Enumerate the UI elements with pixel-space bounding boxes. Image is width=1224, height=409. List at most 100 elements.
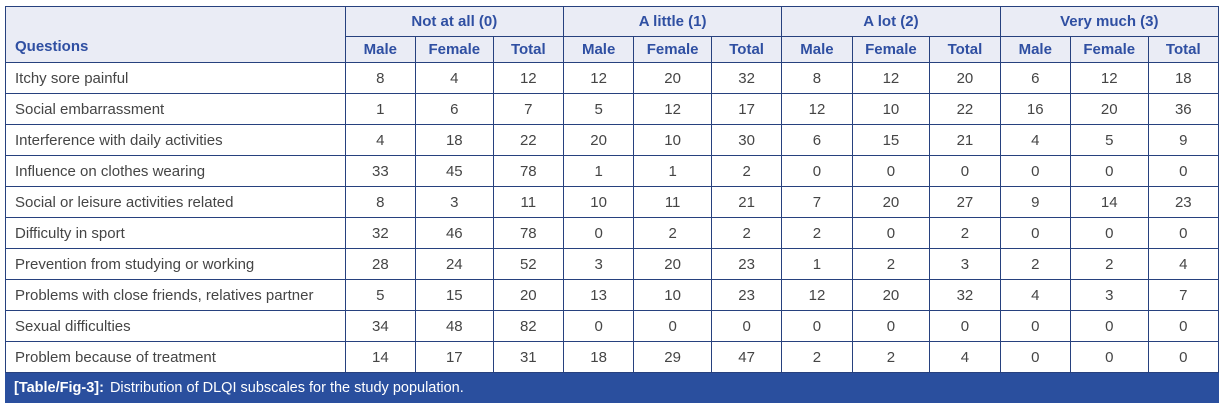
table-row: Social embarrassment 1 6 7 5 12 17 12 10 22 16 20 36: [5, 93, 1220, 125]
table-caption: [Table/Fig-3]: Distribution of DLQI subs…: [5, 373, 1219, 403]
sub-header-row: Male Female Total Male Female Total Male Female…: [6, 36, 1220, 63]
value-cell: 23: [1147, 186, 1220, 218]
value-cell: 52: [492, 248, 564, 280]
value-cell: 4: [415, 62, 494, 94]
value-cell: 0: [851, 310, 931, 342]
value-cell: 36: [1147, 93, 1220, 125]
value-cell: 0: [851, 155, 931, 187]
value-cell: 34: [344, 310, 417, 342]
question-cell: Influence on clothes wearing: [5, 155, 346, 187]
table-row: Interference with daily activities 4 18 22 2…: [5, 124, 1220, 156]
value-cell: 12: [492, 62, 564, 94]
value-cell: 32: [344, 217, 417, 249]
value-cell: 9: [1147, 124, 1220, 156]
value-cell: 5: [344, 279, 417, 311]
value-cell: 48: [415, 310, 494, 342]
value-cell: 17: [415, 341, 494, 373]
question-cell: Problems with close friends, relatives p…: [5, 279, 346, 311]
question-cell: Prevention from studying or working: [5, 248, 346, 280]
value-cell: 0: [562, 310, 635, 342]
value-cell: 0: [929, 155, 1001, 187]
value-cell: 2: [1069, 248, 1149, 280]
value-cell: 0: [1147, 217, 1220, 249]
value-cell: 0: [1147, 310, 1220, 342]
value-cell: 28: [344, 248, 417, 280]
value-cell: 0: [710, 310, 783, 342]
value-cell: 16: [999, 93, 1071, 125]
question-cell: Social or leisure activities related: [5, 186, 346, 218]
value-cell: 9: [999, 186, 1071, 218]
value-cell: 6: [415, 93, 494, 125]
sub-header-total-group2: Total: [929, 36, 1001, 63]
value-cell: 30: [710, 124, 783, 156]
value-cell: 10: [633, 124, 712, 156]
value-cell: 2: [999, 248, 1071, 280]
value-cell: 1: [633, 155, 712, 187]
value-cell: 78: [492, 155, 564, 187]
table-row: Prevention from studying or working 28 24 5…: [5, 248, 1220, 280]
value-cell: 20: [851, 279, 931, 311]
value-cell: 2: [710, 155, 783, 187]
sub-header-male-group1: Male: [562, 36, 635, 63]
value-cell: 17: [710, 93, 783, 125]
value-cell: 22: [492, 124, 564, 156]
table-row: Problems with close friends, relatives p…: [5, 279, 1220, 311]
value-cell: 12: [851, 62, 931, 94]
value-cell: 0: [999, 341, 1071, 373]
value-cell: 82: [492, 310, 564, 342]
value-cell: 13: [562, 279, 635, 311]
value-cell: 5: [562, 93, 635, 125]
value-cell: 0: [1069, 155, 1149, 187]
group-header-very-much: Very much (3): [999, 6, 1220, 37]
value-cell: 6: [999, 62, 1071, 94]
value-cell: 22: [929, 93, 1001, 125]
value-cell: 20: [633, 248, 712, 280]
value-cell: 8: [781, 62, 853, 94]
table-row: Problem because of treatment 14 17 31 18 29 47…: [5, 341, 1220, 373]
value-cell: 1: [781, 248, 853, 280]
value-cell: 2: [851, 248, 931, 280]
value-cell: 27: [929, 186, 1001, 218]
value-cell: 23: [710, 279, 783, 311]
value-cell: 3: [415, 186, 494, 218]
value-cell: 0: [633, 310, 712, 342]
value-cell: 0: [999, 155, 1071, 187]
group-header-a-lot: A lot (2): [781, 6, 1001, 37]
value-cell: 0: [781, 155, 853, 187]
value-cell: 5: [1069, 124, 1149, 156]
value-cell: 8: [344, 62, 417, 94]
value-cell: 3: [929, 248, 1001, 280]
table-row: Difficulty in sport 32 46 78 0 2 2 2 0 2 0 0 0: [5, 217, 1220, 249]
sub-header-male-group2: Male: [781, 36, 853, 63]
value-cell: 0: [781, 310, 853, 342]
value-cell: 8: [344, 186, 417, 218]
value-cell: 3: [562, 248, 635, 280]
questions-column-header: Questions: [5, 6, 346, 63]
value-cell: 20: [851, 186, 931, 218]
group-header-row: Questions Not at all (0) A little (1) A …: [5, 6, 1220, 63]
table-header: Questions Not at all (0) A little (1) A …: [5, 6, 1220, 63]
value-cell: 15: [415, 279, 494, 311]
sub-header-female-group1: Female: [633, 36, 712, 63]
value-cell: 18: [1147, 62, 1220, 94]
dlqi-table: Questions Not at all (0) A little (1) A …: [5, 6, 1220, 373]
value-cell: 20: [1069, 93, 1149, 125]
value-cell: 0: [1069, 310, 1149, 342]
value-cell: 12: [781, 93, 853, 125]
value-cell: 2: [781, 341, 853, 373]
question-cell: Itchy sore painful: [5, 62, 346, 94]
group-header-not-at-all: Not at all (0): [344, 6, 564, 37]
sub-header-male-group3: Male: [999, 36, 1071, 63]
caption-label: [Table/Fig-3]:: [14, 380, 104, 396]
value-cell: 18: [562, 341, 635, 373]
value-cell: 6: [781, 124, 853, 156]
value-cell: 0: [999, 310, 1071, 342]
value-cell: 2: [929, 217, 1001, 249]
value-cell: 4: [999, 124, 1071, 156]
value-cell: 4: [1147, 248, 1220, 280]
sub-header-female-group2: Female: [851, 36, 931, 63]
value-cell: 10: [633, 279, 712, 311]
value-cell: 4: [929, 341, 1001, 373]
sub-header-total-group1: Total: [710, 36, 783, 63]
